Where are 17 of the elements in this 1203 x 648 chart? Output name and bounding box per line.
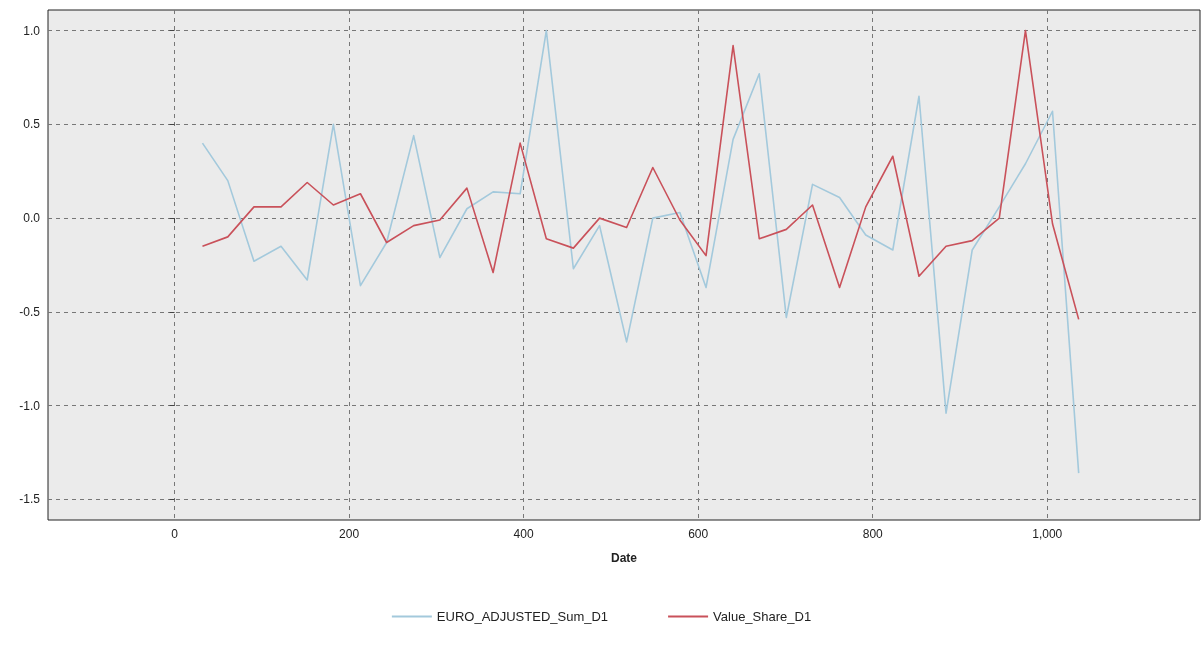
x-axis-title: Date	[610, 551, 638, 565]
x-tick-label: 1,000	[1032, 527, 1063, 541]
y-tick-label: -1.5	[19, 492, 41, 507]
x-tick-label: 600	[688, 527, 709, 541]
x-tick-label: 400	[513, 527, 534, 541]
y-tick-label: -1.0	[19, 398, 41, 413]
y-tick-label: 0.5	[23, 117, 41, 132]
x-tick-label: 200	[339, 527, 360, 541]
y-tick-label: 1.0	[23, 23, 41, 38]
line-series	[201, 29, 1080, 474]
line-series	[201, 29, 1080, 321]
y-tick-label: 0.0	[23, 211, 41, 226]
legend-label: EURO_ADJUSTED_Sum_D1	[436, 609, 609, 624]
x-tick-label: 800	[862, 527, 884, 541]
y-tick-label: -0.5	[19, 304, 41, 319]
legend-label: Value_Share_D1	[713, 609, 812, 624]
x-tick-label: 0	[171, 527, 179, 541]
